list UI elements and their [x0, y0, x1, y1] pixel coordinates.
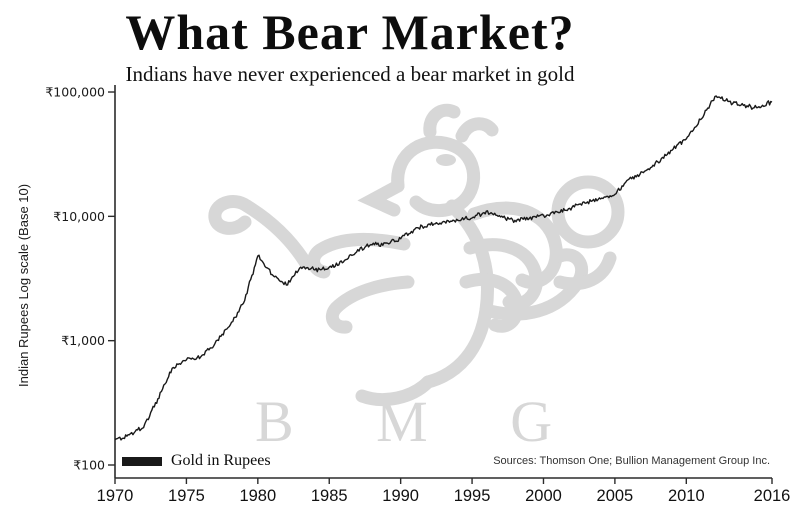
x-tick-label: 2000	[525, 487, 562, 505]
x-tick-label: 2010	[668, 487, 705, 505]
y-tick-label: ₹10,000	[53, 209, 105, 224]
x-tick-label: 1975	[168, 487, 205, 505]
y-tick-label: ₹100,000	[45, 85, 105, 100]
x-tick-label: 1985	[311, 487, 348, 505]
legend: Gold in Rupees	[122, 452, 271, 470]
x-tick-label: 1970	[97, 487, 134, 505]
x-tick-label: 2016	[754, 487, 791, 505]
chart-subtitle: Indians have never experienced a bear ma…	[125, 62, 575, 86]
x-tick-label: 1990	[382, 487, 419, 505]
chart-title: What Bear Market?	[125, 4, 575, 60]
x-tick-label: 1980	[239, 487, 276, 505]
x-tick-label: 1995	[454, 487, 491, 505]
y-tick-label: ₹1,000	[61, 333, 105, 348]
y-tick-label: ₹100	[73, 458, 105, 473]
legend-label: Gold in Rupees	[171, 452, 271, 469]
y-axis-label: Indian Rupees Log scale (Base 10)	[16, 183, 31, 387]
bmg-griffin-watermark	[208, 103, 625, 406]
gold-price-line	[114, 95, 773, 441]
x-tick-label: 2005	[597, 487, 634, 505]
legend-line-swatch	[122, 456, 162, 466]
source-note: Sources: Thomson One; Bullion Management…	[493, 455, 770, 467]
